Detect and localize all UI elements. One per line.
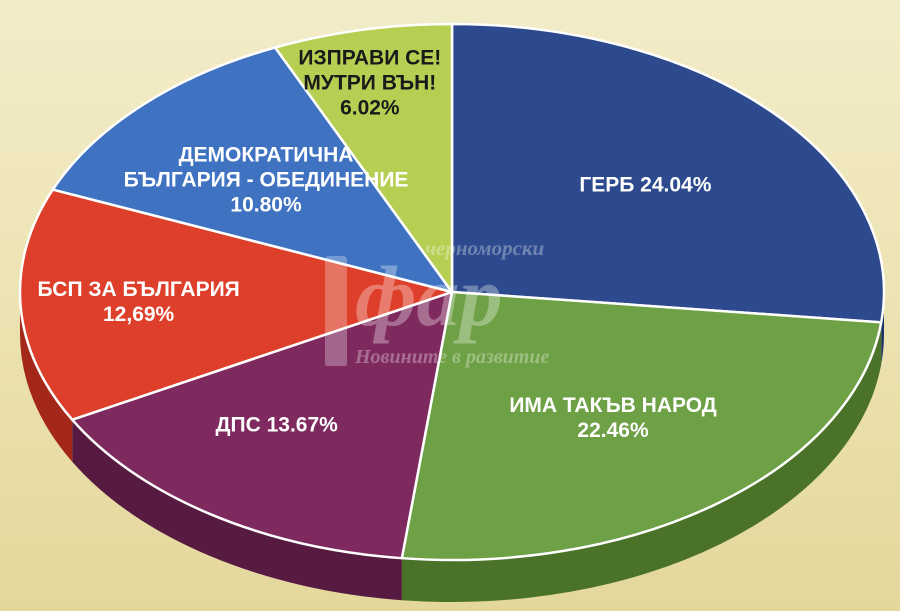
- slice-label-line: МУТРИ ВЪН!: [303, 71, 437, 95]
- slice-label-0: ГЕРБ 24.04%: [579, 172, 711, 197]
- slice-label-line: 12,69%: [103, 302, 175, 326]
- slice-label-line: ДЕМОКРАТИЧНА: [178, 143, 354, 167]
- slice-label-line: 22.46%: [577, 418, 649, 442]
- slice-label-1: ИМА ТАКЪВ НАРОД 22.46%: [509, 393, 716, 443]
- slice-label-line: ДПС 13.67%: [215, 413, 338, 437]
- slice-label-line: 10.80%: [230, 193, 302, 217]
- slice-label-line: ИЗПРАВИ СЕ!: [298, 46, 442, 70]
- slice-label-line: ИМА ТАКЪВ НАРОД: [509, 393, 717, 417]
- pie-slice-5: [273, 22, 454, 294]
- slice-label-line: БЪЛГАРИЯ - ОБЕДИНЕНИЕ: [123, 168, 409, 192]
- pie-top-faces: [18, 22, 886, 562]
- pie-slice-3: [18, 188, 454, 421]
- pie-side-wall: [72, 419, 402, 601]
- pie-side-wall: [401, 322, 882, 603]
- pie-side-wall: [20, 292, 73, 462]
- pie-slice-1: [400, 290, 883, 562]
- slice-label-3: БСП ЗА БЪЛГАРИЯ 12,69%: [37, 277, 239, 327]
- pie-slice-2: [70, 290, 454, 560]
- slice-label-5: ИЗПРАВИ СЕ! МУТРИ ВЪН! 6.02%: [298, 46, 441, 121]
- slice-label-line: БСП ЗА БЪЛГАРИЯ: [37, 277, 240, 301]
- slice-label-line: ГЕРБ 24.04%: [579, 173, 712, 197]
- slice-label-2: ДПС 13.67%: [216, 413, 338, 438]
- slice-label-4: ДЕМОКРАТИЧНА БЪЛГАРИЯ - ОБЕДИНЕНИЕ 10.80%: [124, 142, 409, 217]
- pie-slice-4: [51, 46, 454, 294]
- pie-slice-0: [450, 22, 886, 324]
- slice-label-line: 6.02%: [340, 96, 400, 120]
